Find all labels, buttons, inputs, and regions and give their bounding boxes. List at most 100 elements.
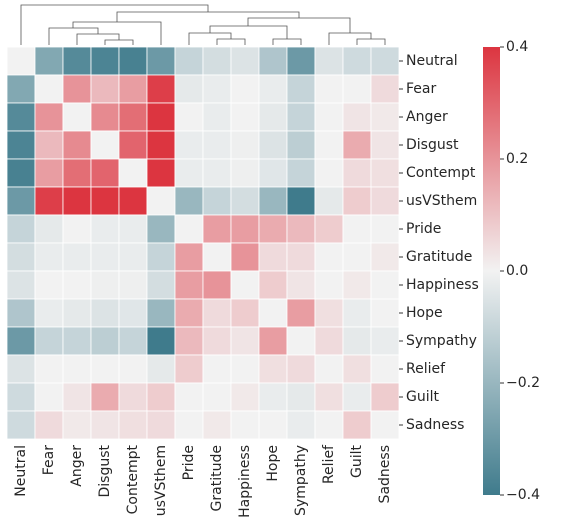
heatmap-cell bbox=[34, 102, 64, 132]
heatmap-cell bbox=[286, 186, 316, 216]
heatmap-cell bbox=[118, 242, 148, 272]
heatmap-cell bbox=[118, 102, 148, 132]
heatmap-cell bbox=[342, 158, 372, 188]
heatmap-cell bbox=[202, 130, 232, 160]
heatmap-cell bbox=[34, 382, 64, 412]
heatmap-cell bbox=[90, 410, 120, 440]
heatmap-cell bbox=[174, 326, 204, 356]
heatmap-cell bbox=[90, 186, 120, 216]
heatmap-cell bbox=[90, 242, 120, 272]
colorbar-tick-label: −0.4 bbox=[506, 487, 540, 503]
heatmap-cell bbox=[62, 158, 92, 188]
heatmap-cell bbox=[118, 130, 148, 160]
y-tick-label: Neutral bbox=[406, 53, 458, 69]
heatmap-cell bbox=[370, 46, 400, 76]
heatmap-cell bbox=[146, 242, 176, 272]
heatmap-cell bbox=[118, 74, 148, 104]
heatmap-cell bbox=[146, 298, 176, 328]
y-tick-label: Relief bbox=[406, 361, 446, 377]
heatmap-cell bbox=[286, 382, 316, 412]
heatmap-cell bbox=[258, 242, 288, 272]
heatmap-cell bbox=[174, 298, 204, 328]
dendrogram bbox=[20, 4, 386, 45]
x-tick-label: Happiness bbox=[237, 445, 253, 518]
heatmap-cell bbox=[258, 214, 288, 244]
heatmap-cell bbox=[62, 270, 92, 300]
heatmap-cell bbox=[174, 74, 204, 104]
heatmap-cell bbox=[286, 410, 316, 440]
heatmap-cell bbox=[62, 382, 92, 412]
x-tick-label: Hope bbox=[265, 445, 281, 482]
heatmap-cell bbox=[370, 158, 400, 188]
heatmap-cell bbox=[286, 102, 316, 132]
heatmap-cell bbox=[62, 214, 92, 244]
heatmap-cell bbox=[90, 158, 120, 188]
heatmap-cell bbox=[314, 130, 344, 160]
heatmap-cell bbox=[342, 382, 372, 412]
heatmap-cell bbox=[258, 354, 288, 384]
heatmap-cell bbox=[230, 102, 260, 132]
heatmap-cell bbox=[342, 298, 372, 328]
y-tick-label: Hope bbox=[406, 305, 443, 321]
heatmap-cell bbox=[6, 354, 36, 384]
heatmap-cell bbox=[90, 130, 120, 160]
x-tick-label: Relief bbox=[321, 444, 337, 484]
heatmap-cell bbox=[202, 186, 232, 216]
heatmap-cell bbox=[6, 186, 36, 216]
heatmap-cell bbox=[34, 410, 64, 440]
heatmap-cell bbox=[146, 186, 176, 216]
heatmap-cell bbox=[6, 270, 36, 300]
heatmap-cell bbox=[286, 74, 316, 104]
heatmap-cell bbox=[314, 102, 344, 132]
heatmap-cell bbox=[174, 46, 204, 76]
heatmap-cell bbox=[202, 158, 232, 188]
heatmap-cell bbox=[370, 410, 400, 440]
heatmap-cell bbox=[370, 102, 400, 132]
heatmap-cell bbox=[258, 74, 288, 104]
heatmap-cell bbox=[202, 242, 232, 272]
heatmap-cell bbox=[146, 130, 176, 160]
heatmap-cell bbox=[230, 270, 260, 300]
heatmap-cell bbox=[34, 74, 64, 104]
heatmap-cell bbox=[118, 410, 148, 440]
x-tick-label: Anger bbox=[69, 445, 85, 487]
heatmap-cell bbox=[286, 214, 316, 244]
heatmap-cell bbox=[258, 298, 288, 328]
heatmap-cell bbox=[370, 130, 400, 160]
heatmap-cell bbox=[62, 102, 92, 132]
heatmap-cell bbox=[342, 326, 372, 356]
heatmap-cell bbox=[118, 158, 148, 188]
colorbar-tick-label: 0.4 bbox=[506, 39, 528, 55]
heatmap-cell bbox=[146, 326, 176, 356]
heatmap-cell bbox=[146, 382, 176, 412]
heatmap-cell bbox=[202, 214, 232, 244]
heatmap-cell bbox=[370, 74, 400, 104]
colorbar-tick-label: 0.2 bbox=[506, 151, 528, 167]
heatmap-cell bbox=[370, 326, 400, 356]
heatmap-cell bbox=[34, 46, 64, 76]
heatmap-cell bbox=[370, 214, 400, 244]
y-tick-label: Guilt bbox=[406, 389, 440, 405]
heatmap-cell bbox=[258, 186, 288, 216]
heatmap-cell bbox=[146, 354, 176, 384]
x-tick-label: Sympathy bbox=[293, 445, 309, 516]
heatmap-cell bbox=[90, 298, 120, 328]
heatmap-cell bbox=[6, 214, 36, 244]
heatmap-cell bbox=[258, 130, 288, 160]
heatmap-cell bbox=[62, 74, 92, 104]
heatmap-cell bbox=[90, 382, 120, 412]
heatmap-cell bbox=[202, 46, 232, 76]
heatmap-cell bbox=[370, 186, 400, 216]
heatmap-cell bbox=[90, 270, 120, 300]
heatmap-cell bbox=[90, 354, 120, 384]
heatmap-cell bbox=[174, 354, 204, 384]
heatmap-cell bbox=[342, 214, 372, 244]
x-tick-label: Neutral bbox=[13, 445, 29, 497]
heatmap-cell bbox=[146, 102, 176, 132]
heatmap-cell bbox=[286, 326, 316, 356]
heatmap-cell bbox=[342, 102, 372, 132]
heatmap-cell bbox=[174, 382, 204, 412]
heatmap-cell bbox=[202, 270, 232, 300]
heatmap-cell bbox=[6, 102, 36, 132]
